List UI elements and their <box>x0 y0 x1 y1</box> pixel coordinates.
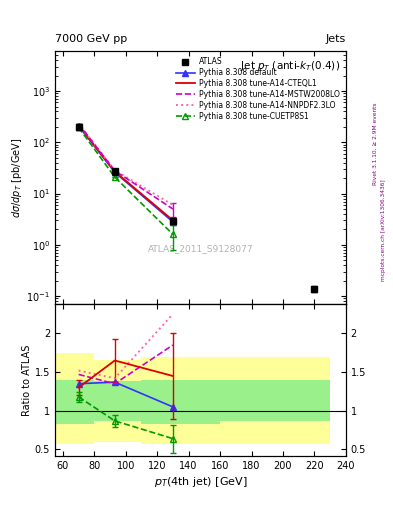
Text: Jet $p_T$ (anti-$k_T$(0.4)): Jet $p_T$ (anti-$k_T$(0.4)) <box>240 59 340 73</box>
Text: Jets: Jets <box>325 33 346 44</box>
X-axis label: $p_T$(4th jet) [GeV]: $p_T$(4th jet) [GeV] <box>154 475 247 489</box>
Text: 7000 GeV pp: 7000 GeV pp <box>55 33 127 44</box>
Text: Rivet 3.1.10, ≥ 2.9M events: Rivet 3.1.10, ≥ 2.9M events <box>373 102 378 185</box>
Y-axis label: $d\sigma/dp_T$ [pb/GeV]: $d\sigma/dp_T$ [pb/GeV] <box>9 137 24 218</box>
Text: ATLAS_2011_S9128077: ATLAS_2011_S9128077 <box>148 244 253 253</box>
Y-axis label: Ratio to ATLAS: Ratio to ATLAS <box>22 344 32 416</box>
Legend: ATLAS, Pythia 8.308 default, Pythia 8.308 tune-A14-CTEQL1, Pythia 8.308 tune-A14: ATLAS, Pythia 8.308 default, Pythia 8.30… <box>174 55 342 123</box>
Text: mcplots.cern.ch [arXiv:1306.3436]: mcplots.cern.ch [arXiv:1306.3436] <box>381 180 386 281</box>
